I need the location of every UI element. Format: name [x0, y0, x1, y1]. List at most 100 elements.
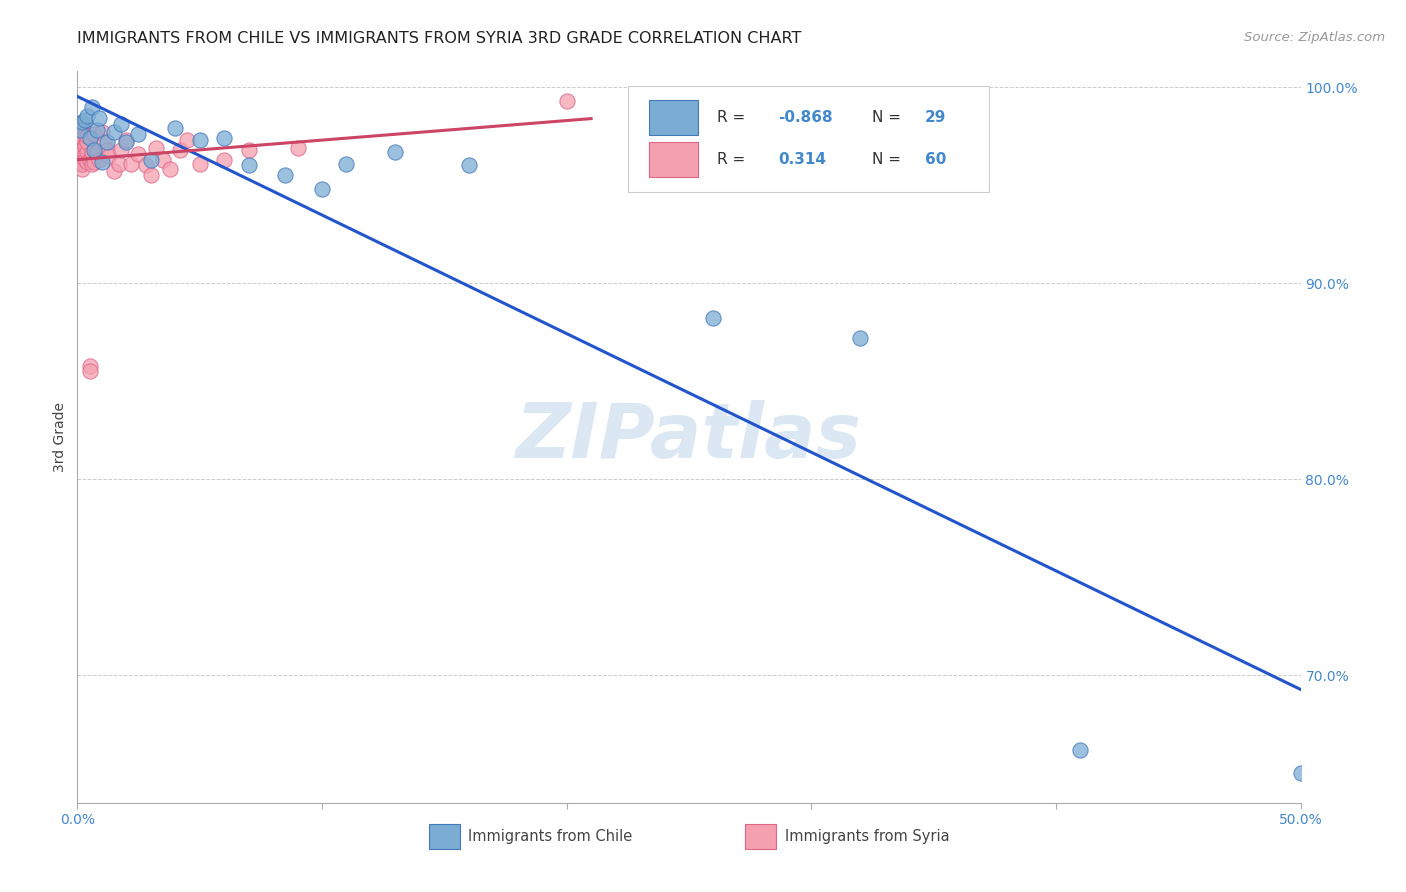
- Point: [238, 143, 260, 157]
- Point: [212, 131, 235, 145]
- Text: N =: N =: [873, 152, 901, 167]
- Point: [103, 125, 125, 139]
- Text: N =: N =: [873, 110, 901, 125]
- Point: [69, 141, 91, 155]
- Point: [93, 135, 115, 149]
- Point: [103, 164, 125, 178]
- Point: [1289, 766, 1312, 780]
- Point: [83, 154, 105, 169]
- Point: [73, 127, 96, 141]
- Text: Immigrants from Chile: Immigrants from Chile: [468, 830, 633, 844]
- Point: [83, 127, 105, 141]
- Point: [76, 145, 98, 159]
- Point: [70, 127, 93, 141]
- Point: [69, 129, 91, 144]
- Point: [90, 154, 112, 169]
- Point: [79, 359, 101, 373]
- Text: -0.868: -0.868: [779, 110, 832, 125]
- Point: [76, 129, 98, 144]
- Point: [73, 136, 96, 151]
- Point: [69, 125, 91, 139]
- Point: [159, 162, 181, 177]
- Point: [139, 169, 162, 183]
- Point: [311, 182, 333, 196]
- FancyBboxPatch shape: [628, 86, 988, 192]
- Point: [70, 136, 93, 151]
- Point: [86, 123, 108, 137]
- Point: [115, 135, 138, 149]
- Point: [70, 143, 93, 157]
- Point: [69, 123, 91, 137]
- Point: [287, 141, 309, 155]
- Point: [70, 135, 93, 149]
- Point: [89, 153, 111, 167]
- Point: [69, 146, 91, 161]
- Point: [69, 135, 91, 149]
- Point: [70, 120, 93, 134]
- Point: [70, 162, 93, 177]
- Point: [274, 169, 297, 183]
- Point: [89, 112, 111, 126]
- Bar: [648, 142, 697, 177]
- Point: [238, 159, 260, 173]
- Point: [76, 154, 98, 169]
- Text: R =: R =: [717, 110, 745, 125]
- Point: [76, 110, 98, 124]
- Point: [335, 156, 357, 170]
- Point: [73, 146, 96, 161]
- Point: [69, 136, 91, 151]
- Point: [849, 331, 872, 345]
- Point: [70, 146, 93, 161]
- Text: Immigrants from Syria: Immigrants from Syria: [785, 830, 949, 844]
- Point: [555, 94, 578, 108]
- Text: 29: 29: [925, 110, 946, 125]
- Point: [69, 120, 91, 134]
- Point: [69, 153, 91, 167]
- Text: 0.314: 0.314: [779, 152, 827, 167]
- Point: [457, 159, 479, 173]
- Point: [70, 115, 93, 129]
- Point: [86, 145, 108, 159]
- Point: [110, 143, 132, 157]
- Point: [128, 146, 150, 161]
- Point: [702, 311, 724, 326]
- Point: [70, 131, 93, 145]
- Point: [128, 127, 150, 141]
- Text: Source: ZipAtlas.com: Source: ZipAtlas.com: [1244, 31, 1385, 45]
- Point: [79, 131, 101, 145]
- Point: [80, 145, 103, 159]
- Text: IMMIGRANTS FROM CHILE VS IMMIGRANTS FROM SYRIA 3RD GRADE CORRELATION CHART: IMMIGRANTS FROM CHILE VS IMMIGRANTS FROM…: [77, 31, 801, 46]
- Point: [70, 154, 93, 169]
- Point: [96, 143, 118, 157]
- Point: [69, 117, 91, 131]
- Point: [135, 159, 157, 173]
- Point: [110, 117, 132, 131]
- Point: [73, 113, 96, 128]
- Point: [76, 135, 98, 149]
- Point: [188, 156, 211, 170]
- Point: [73, 153, 96, 167]
- Text: ZIPatlas: ZIPatlas: [516, 401, 862, 474]
- Point: [165, 121, 187, 136]
- Point: [69, 131, 91, 145]
- Point: [152, 153, 174, 167]
- Point: [80, 156, 103, 170]
- Point: [384, 145, 406, 159]
- Point: [176, 133, 198, 147]
- Point: [96, 135, 118, 149]
- Point: [80, 100, 103, 114]
- Text: R =: R =: [717, 152, 745, 167]
- Point: [139, 153, 162, 167]
- Point: [1069, 743, 1091, 757]
- Point: [83, 143, 105, 157]
- Y-axis label: 3rd Grade: 3rd Grade: [53, 402, 67, 472]
- Point: [73, 139, 96, 153]
- Point: [70, 156, 93, 170]
- Point: [169, 143, 191, 157]
- Point: [79, 153, 101, 167]
- Text: 60: 60: [925, 152, 946, 167]
- Point: [212, 153, 235, 167]
- Point: [108, 156, 131, 170]
- Point: [90, 125, 112, 139]
- Point: [145, 141, 167, 155]
